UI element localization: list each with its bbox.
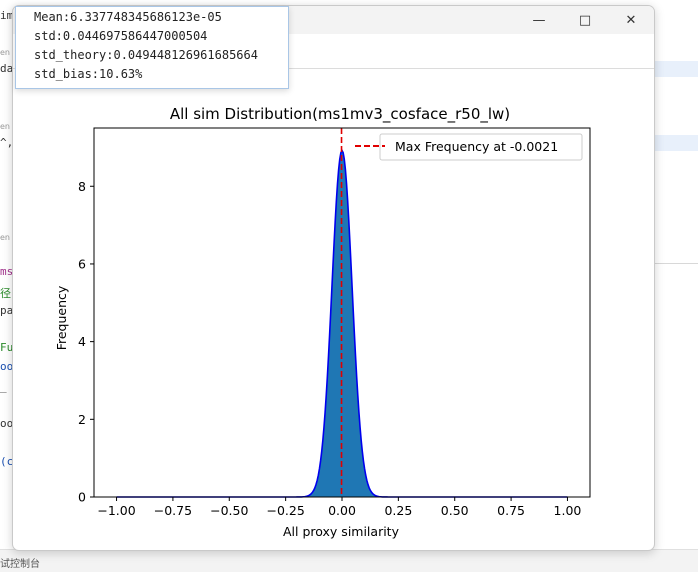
x-tick-label: −0.25: [266, 503, 304, 518]
y-tick-label: 6: [78, 256, 86, 271]
line-highlight: [652, 135, 698, 151]
plot-area: −1.00 −0.75 −0.50 −0.25 0.00 0.25 0.50 0.75 1.00…: [78, 127, 591, 518]
y-axis-label: Frequency: [54, 285, 69, 350]
gutter-note: en: [0, 233, 10, 242]
maximize-icon: □: [578, 12, 592, 28]
density-fill: [116, 150, 568, 497]
std-theory-value: std_theory:0.049448126961685664: [34, 48, 258, 62]
x-tick-label: 0.25: [384, 503, 412, 518]
y-tick-label: 8: [78, 179, 86, 194]
code-fragment: ^,: [0, 136, 14, 149]
toolbar-separator: [13, 68, 654, 69]
gutter-note: en: [0, 48, 10, 57]
code-fragment: _: [0, 380, 7, 393]
histogram-chart: All sim Distribution(ms1mv3_cosface_r50_…: [54, 105, 591, 539]
chart-title: All sim Distribution(ms1mv3_cosface_r50_…: [170, 105, 510, 124]
maximize-button[interactable]: □: [562, 6, 608, 34]
code-fragment: im: [0, 9, 14, 22]
chart-legend: Max Frequency at -0.0021: [355, 133, 583, 161]
minimize-button[interactable]: —: [516, 6, 562, 34]
legend-frame: [379, 133, 583, 161]
stats-tooltip: Mean:6.337748345686123e-05 std:0.0446975…: [15, 6, 289, 89]
code-fragment: ms: [0, 265, 14, 278]
x-tick-label: 0.50: [441, 503, 469, 518]
y-tick-label: 0: [78, 490, 86, 505]
mean-value: Mean:6.337748345686123e-05: [34, 10, 222, 24]
figure-window: — □ ✕ All sim Distribution(ms1mv3_cosfac…: [12, 5, 655, 551]
x-tick-label: 1.00: [554, 503, 582, 518]
code-fragment: 径: [0, 287, 11, 300]
code-fragment: da: [0, 62, 14, 75]
panel-divider: [652, 263, 698, 264]
close-button[interactable]: ✕: [608, 6, 654, 34]
line-highlight: [652, 61, 698, 77]
x-tick-label: −1.00: [97, 503, 135, 518]
std-bias-value: std_bias:10.63%: [34, 67, 143, 81]
legend-entry-label: Max Frequency at -0.0021: [395, 139, 558, 154]
minimize-icon: —: [532, 12, 546, 28]
code-fragment: oo: [0, 360, 14, 373]
x-tick-label: −0.75: [154, 503, 192, 518]
std-value: std:0.044697586447000504: [34, 29, 208, 43]
gutter-note: en: [0, 122, 10, 131]
close-icon: ✕: [625, 12, 637, 28]
x-axis-label: All proxy similarity: [283, 524, 400, 539]
code-fragment: oo: [0, 417, 14, 430]
ide-status-bar: 试控制台: [0, 549, 698, 572]
code-fragment: Fu: [0, 341, 14, 354]
x-tick-label: −0.50: [210, 503, 248, 518]
y-tick-label: 4: [78, 334, 86, 349]
code-fragment: (c: [0, 455, 14, 468]
x-tick-label: 0.75: [497, 503, 525, 518]
console-tab-label[interactable]: 试控制台: [0, 559, 40, 570]
code-fragment: pa: [0, 304, 14, 317]
x-tick-label: 0.00: [328, 503, 356, 518]
y-tick-label: 2: [78, 412, 86, 427]
